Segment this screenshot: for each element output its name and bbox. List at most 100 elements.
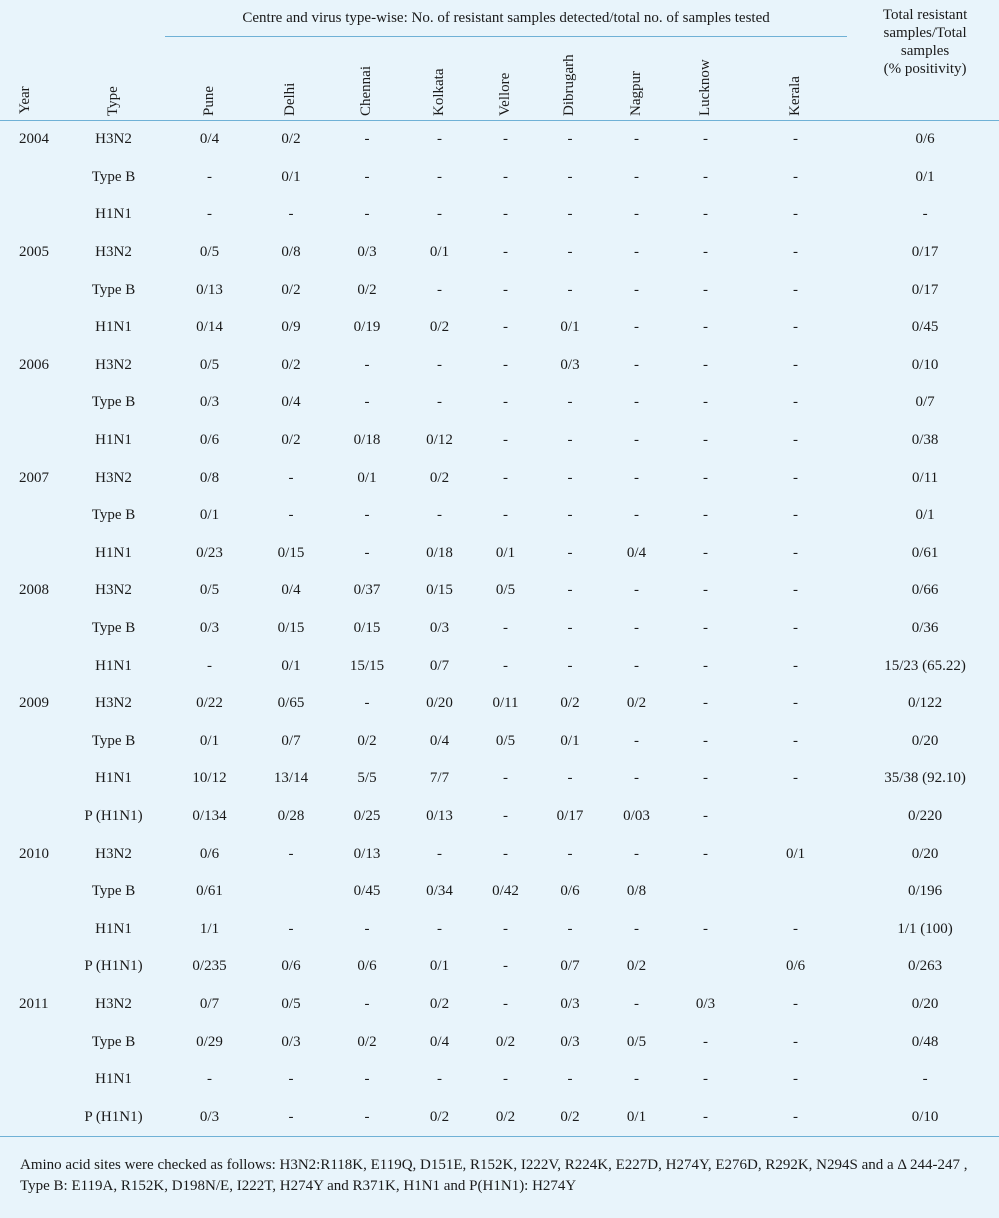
cell-total: 0/38 — [911, 432, 939, 449]
cell-delhi: 13/14 — [273, 770, 309, 787]
cell-vellore: - — [503, 770, 508, 787]
cell-lucknow — [671, 948, 740, 986]
cell-year — [0, 422, 62, 460]
cell-lucknow: - — [703, 582, 708, 599]
cell-lucknow: - — [703, 1033, 708, 1050]
cell-pune: 10/12 — [192, 770, 227, 787]
cell-pune: 0/3 — [199, 394, 220, 411]
cell-vellore: - — [503, 244, 508, 261]
cell-kerala: - — [793, 582, 799, 599]
cell-vellore: - — [503, 807, 508, 824]
cell-vellore: - — [503, 206, 508, 223]
cell-pune: 0/6 — [199, 845, 220, 862]
cell-type: H1N1 — [95, 920, 132, 937]
cell-chennai: 0/2 — [357, 1033, 377, 1050]
cell-pune: 0/8 — [199, 469, 220, 486]
cell-lucknow: - — [703, 131, 708, 148]
cell-year: 2004 — [19, 131, 49, 148]
cell-vellore: - — [503, 469, 508, 486]
cell-pune: 0/6 — [199, 432, 220, 449]
table-row: 2011 H3N2 0/7 0/5 - 0/2 - 0/3 - 0/3 - 0/20 — [0, 986, 999, 1024]
cell-delhi: 0/4 — [281, 582, 301, 599]
cell-kolkata: - — [437, 356, 442, 373]
cell-pune: 0/5 — [199, 244, 220, 261]
cell-kolkata: - — [437, 394, 442, 411]
cell-chennai: 0/3 — [357, 244, 377, 261]
cell-type: H3N2 — [95, 995, 132, 1012]
cell-kolkata: 0/7 — [429, 657, 450, 674]
cell-total: 0/122 — [908, 695, 943, 712]
cell-kolkata: 7/7 — [429, 770, 450, 787]
cell-nagpur: - — [634, 995, 639, 1012]
cell-kerala: - — [793, 544, 799, 561]
cell-dibrugarh: - — [567, 845, 573, 862]
cell-kerala: - — [740, 1098, 852, 1138]
cell-year — [0, 1023, 62, 1061]
cell-year — [0, 1061, 62, 1099]
cell-total: 1/1 (100) — [897, 920, 953, 937]
cell-total: - — [922, 1071, 928, 1088]
cell-year — [0, 647, 62, 685]
cell-year: 2007 — [19, 469, 49, 486]
header-centre-vellore: Vellore — [473, 38, 538, 120]
cell-type: Type B — [91, 883, 136, 900]
cell-type: H3N2 — [95, 131, 132, 148]
cell-kerala: 0/1 — [785, 845, 806, 862]
cell-lucknow: - — [703, 507, 708, 524]
table-row: P (H1N1) 0/134 0/28 0/25 0/13 - 0/17 0/03 - 0/220 — [0, 798, 999, 836]
cell-kolkata: 0/4 — [429, 732, 450, 749]
cell-dibrugarh: 0/1 — [560, 319, 580, 336]
cell-total: 0/20 — [911, 845, 939, 862]
cell-type: Type B — [91, 281, 136, 298]
cell-type: Type B — [91, 1033, 136, 1050]
header-centre-label: Pune — [200, 86, 217, 116]
cell-type: H1N1 — [95, 657, 132, 674]
cell-lucknow: - — [703, 620, 708, 637]
cell-delhi: 0/7 — [281, 732, 301, 749]
table-row: Type B 0/1 - - - - - - - - 0/1 — [0, 497, 999, 535]
cell-vellore: - — [503, 620, 508, 637]
cell-chennai: - — [364, 131, 370, 148]
cell-nagpur: - — [634, 244, 639, 261]
table-row: H1N1 10/12 13/14 5/5 7/7 - - - - - 35/38 (92.10) — [0, 760, 999, 798]
cell-type: H3N2 — [95, 244, 132, 261]
cell-kerala — [740, 873, 851, 911]
cell-vellore: - — [503, 281, 508, 298]
cell-delhi: 0/15 — [277, 544, 305, 561]
cell-lucknow — [671, 873, 740, 911]
cell-total: 0/11 — [912, 469, 939, 486]
header-centre-delhi: Delhi — [254, 38, 328, 120]
cell-pune: 0/61 — [196, 883, 223, 900]
cell-chennai: 5/5 — [357, 770, 377, 787]
cell-type: Type B — [91, 394, 136, 411]
cell-kerala: - — [793, 206, 799, 223]
cell-chennai: - — [364, 695, 370, 712]
cell-pune: 0/3 — [199, 620, 220, 637]
cell-dibrugarh: - — [567, 544, 573, 561]
cell-delhi: 0/2 — [281, 432, 301, 449]
header-centre-pune: Pune — [165, 38, 254, 120]
table-row: 2006 H3N2 0/5 0/2 - - - 0/3 - - - 0/10 — [0, 347, 999, 385]
cell-vellore: 0/2 — [473, 1098, 538, 1138]
table-row: H1N1 0/14 0/9 0/19 0/2 - 0/1 - - - 0/45 — [0, 309, 999, 347]
cell-dibrugarh: 0/2 — [560, 695, 580, 712]
cell-pune: - — [207, 657, 212, 674]
cell-lucknow: - — [703, 807, 708, 824]
cell-kolkata: 0/18 — [426, 544, 453, 561]
cell-dibrugarh: - — [567, 920, 573, 937]
cell-dibrugarh: 0/3 — [560, 356, 580, 373]
cell-chennai: 0/37 — [353, 582, 381, 599]
cell-total: 0/20 — [911, 732, 939, 749]
table-row: 2004 H3N2 0/4 0/2 - - - - - - - 0/6 — [0, 121, 999, 159]
cell-lucknow: - — [703, 281, 708, 298]
cell-kerala: - — [793, 995, 799, 1012]
cell-type: H3N2 — [95, 469, 132, 486]
cell-chennai: - — [364, 206, 370, 223]
cell-kerala: - — [793, 394, 799, 411]
table-row: H1N1 - 0/1 15/15 0/7 - - - - - 15/23 (65.22) — [0, 647, 999, 685]
cell-type: P (H1N1) — [62, 1098, 165, 1138]
cell-dibrugarh: - — [567, 168, 573, 185]
cell-pune: 0/134 — [192, 807, 227, 824]
header-centre-group-label: Centre and virus type-wise: No. of resis… — [165, 1, 848, 37]
cell-kerala: - — [793, 281, 799, 298]
